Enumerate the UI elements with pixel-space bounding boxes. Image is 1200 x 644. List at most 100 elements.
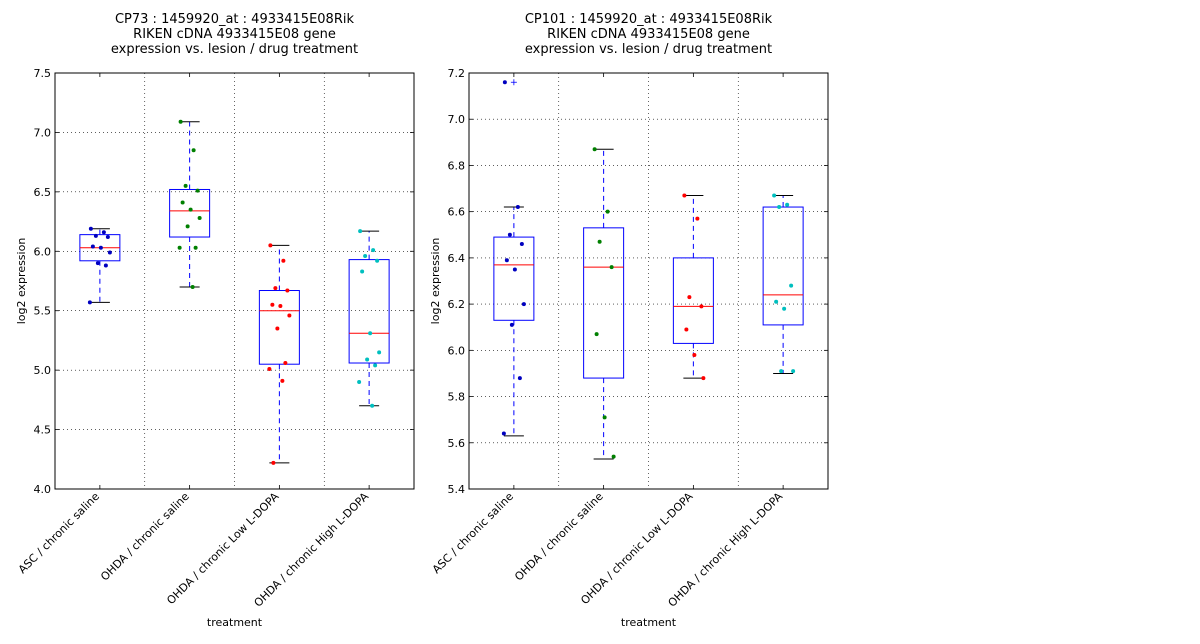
- data-point: [791, 369, 796, 374]
- data-point: [512, 267, 517, 272]
- data-point: [785, 202, 790, 207]
- x-axis-label: treatment: [621, 616, 677, 629]
- y-tick-label: 5.0: [34, 364, 52, 377]
- data-point: [687, 295, 692, 300]
- box-iqr: [348, 259, 390, 364]
- data-point: [281, 258, 286, 263]
- data-point: [373, 363, 378, 368]
- data-point: [190, 284, 195, 289]
- y-tick-label: 6.4: [448, 252, 466, 265]
- chart-title-line: CP101 : 1459920_at : 4933415E08Rik: [525, 12, 773, 27]
- y-tick-label: 7.2: [448, 67, 466, 80]
- chart-title-line: RIKEN cDNA 4933415E08 gene: [547, 27, 750, 42]
- box-iqr: [169, 188, 211, 238]
- data-point: [509, 322, 514, 327]
- data-point: [191, 148, 196, 153]
- data-point: [177, 245, 182, 250]
- y-tick-label: 4.0: [34, 483, 52, 496]
- data-point: [594, 332, 599, 337]
- data-point: [370, 403, 375, 408]
- data-point: [377, 350, 382, 355]
- data-point: [280, 378, 285, 383]
- data-point: [360, 269, 365, 274]
- data-point: [682, 193, 687, 198]
- data-point: [777, 205, 782, 210]
- y-axis-label: log2 expression: [429, 238, 442, 325]
- data-point: [517, 376, 522, 381]
- data-point: [193, 245, 198, 250]
- box-iqr: [762, 206, 804, 326]
- plot-frame: [54, 72, 415, 490]
- data-point: [178, 119, 183, 124]
- data-point: [602, 415, 607, 420]
- data-point: [695, 216, 700, 221]
- y-tick-label: 7.5: [34, 67, 52, 80]
- data-point: [185, 224, 190, 229]
- data-point: [789, 283, 794, 288]
- data-point: [93, 233, 98, 238]
- data-point: [699, 304, 704, 309]
- data-point: [180, 200, 185, 205]
- data-point: [357, 380, 362, 385]
- chart-title-line: expression vs. lesion / drug treatment: [525, 42, 772, 57]
- data-point: [183, 183, 188, 188]
- y-tick-label: 5.6: [448, 437, 466, 450]
- data-point: [507, 232, 512, 237]
- data-point: [195, 188, 200, 193]
- box-iqr: [583, 227, 625, 379]
- data-point: [358, 229, 363, 234]
- data-point: [101, 230, 106, 235]
- y-tick-label: 5.5: [34, 305, 52, 318]
- box-iqr: [258, 290, 300, 365]
- data-point: [684, 327, 689, 332]
- y-tick-label: 7.0: [448, 113, 466, 126]
- data-point: [188, 207, 193, 212]
- chart-title-line: CP73 : 1459920_at : 4933415E08Rik: [115, 12, 355, 27]
- y-tick-label: 6.8: [448, 159, 466, 172]
- data-point: [285, 288, 290, 293]
- data-point: [375, 258, 380, 263]
- data-point: [95, 261, 100, 266]
- data-point: [287, 313, 292, 318]
- data-point: [105, 235, 110, 240]
- data-point: [268, 243, 273, 248]
- data-point: [592, 147, 597, 152]
- data-point: [197, 216, 202, 221]
- data-point: [275, 326, 280, 331]
- data-point: [273, 286, 278, 291]
- data-point: [609, 265, 614, 270]
- y-tick-label: 6.5: [34, 186, 52, 199]
- data-point: [368, 331, 373, 336]
- data-point: [98, 245, 103, 250]
- data-point: [88, 226, 93, 231]
- x-axis-label: treatment: [207, 616, 263, 629]
- data-point: [519, 242, 524, 247]
- data-point: [611, 454, 616, 459]
- data-point: [103, 263, 108, 268]
- data-point: [605, 209, 610, 214]
- y-tick-label: 6.6: [448, 206, 466, 219]
- data-point: [90, 244, 95, 249]
- plot-frame: [468, 72, 829, 490]
- data-point: [365, 357, 370, 362]
- data-point: [597, 239, 602, 244]
- data-point: [87, 300, 92, 305]
- data-point: [779, 369, 784, 374]
- data-point: [283, 361, 288, 366]
- y-tick-label: 6.0: [448, 344, 466, 357]
- data-point: [515, 205, 520, 210]
- data-point: [501, 431, 506, 436]
- data-point: [782, 306, 787, 311]
- data-point: [270, 302, 275, 307]
- data-point: [701, 376, 706, 381]
- data-point: [267, 366, 272, 371]
- box-iqr: [672, 257, 714, 344]
- data-point: [502, 80, 507, 85]
- y-tick-label: 5.8: [448, 391, 466, 404]
- y-tick-label: 5.4: [448, 483, 466, 496]
- data-point: [271, 460, 276, 465]
- data-point: [504, 258, 509, 263]
- box-iqr: [493, 236, 535, 321]
